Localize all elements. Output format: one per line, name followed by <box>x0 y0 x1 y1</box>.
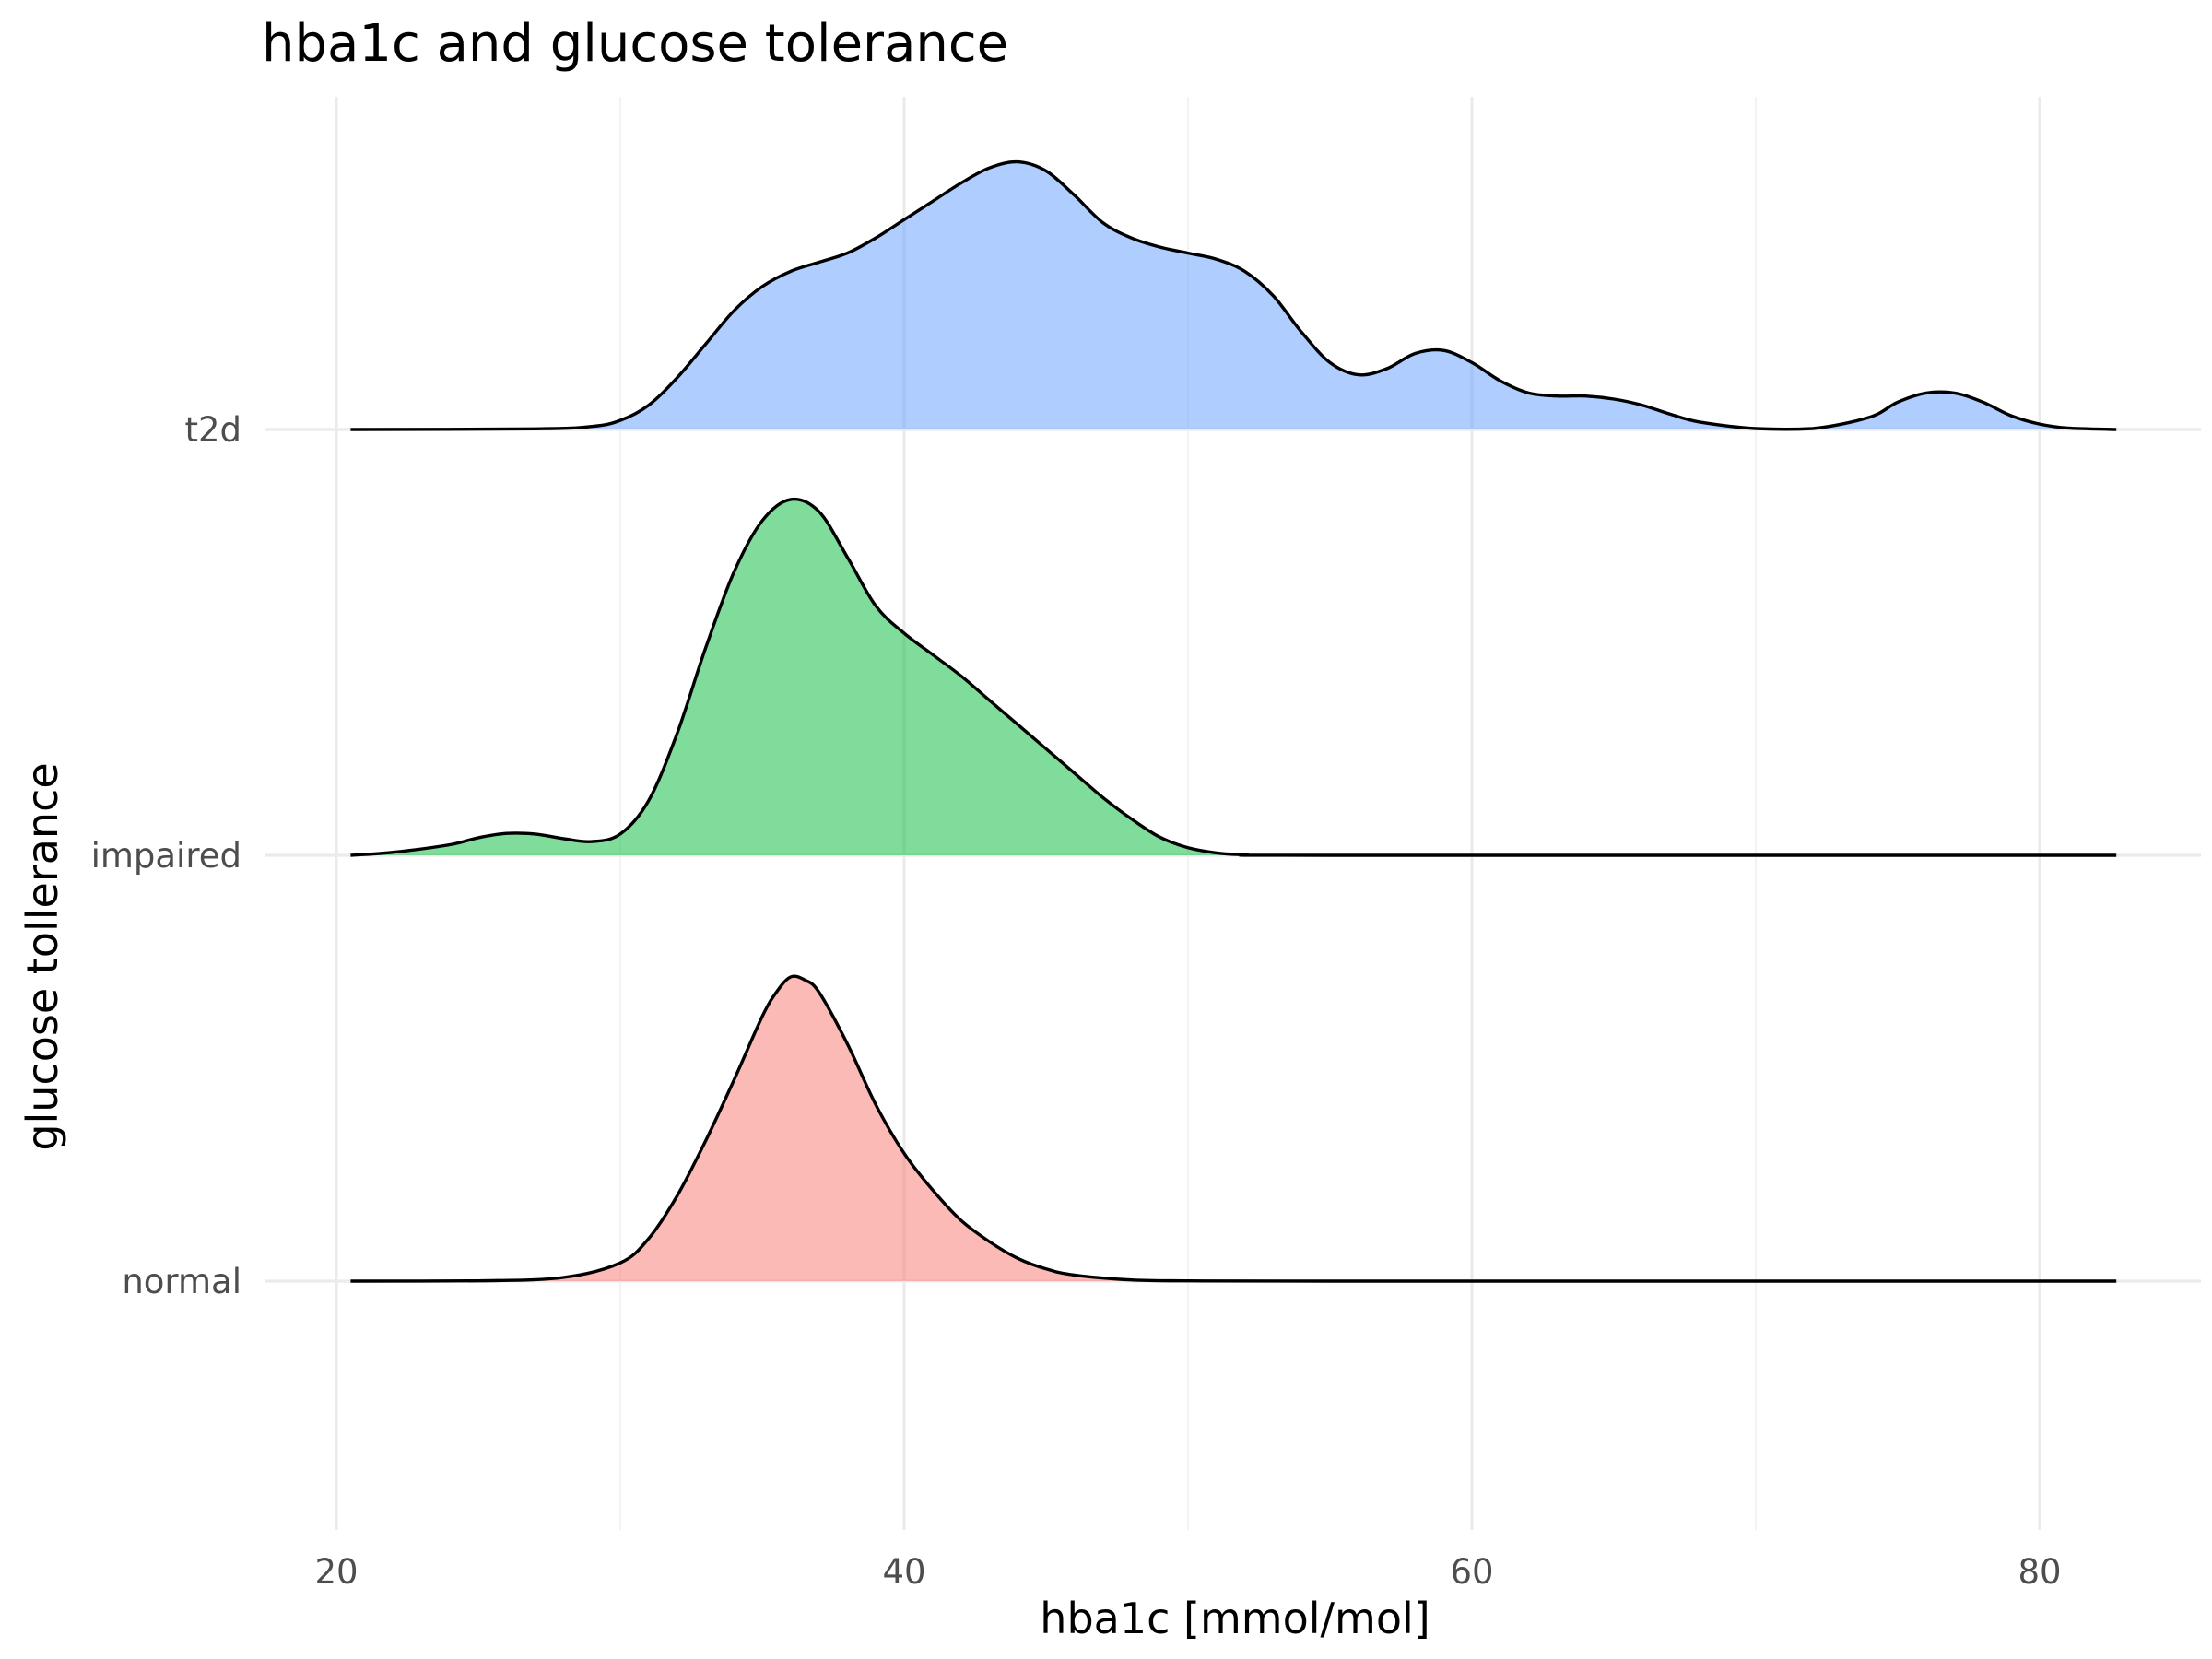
y-tick-label-normal: normal <box>122 1262 241 1301</box>
ridge-fill-t2d <box>350 161 2117 429</box>
ridge-outline-impaired <box>350 497 2117 857</box>
x-tick-label-80: 80 <box>2018 1552 2061 1592</box>
ridge-outline-t2d <box>350 159 2117 431</box>
x-axis-title: hba1c [mmol/mol] <box>1040 1594 1430 1643</box>
tick-layer: 20 40 60 80 normal impaired t2d <box>91 410 2062 1592</box>
y-tick-label-t2d: t2d <box>184 410 241 450</box>
x-tick-label-60: 60 <box>1450 1552 1493 1592</box>
ridge-normal <box>350 974 2117 1283</box>
y-tick-label-impaired: impaired <box>91 836 241 876</box>
ridge-t2d <box>350 159 2117 431</box>
x-tick-label-40: 40 <box>882 1552 925 1592</box>
ridge-outline-normal <box>350 974 2117 1283</box>
ridge-impaired <box>350 497 2117 857</box>
y-axis-title: glucose tollerance <box>18 762 67 1150</box>
ridge-layer <box>350 159 2117 1283</box>
ridge-fill-impaired <box>350 499 2117 855</box>
chart-title: hba1c and glucose tolerance <box>262 14 1008 74</box>
ridge-fill-normal <box>350 976 2117 1281</box>
x-tick-label-20: 20 <box>314 1552 358 1592</box>
